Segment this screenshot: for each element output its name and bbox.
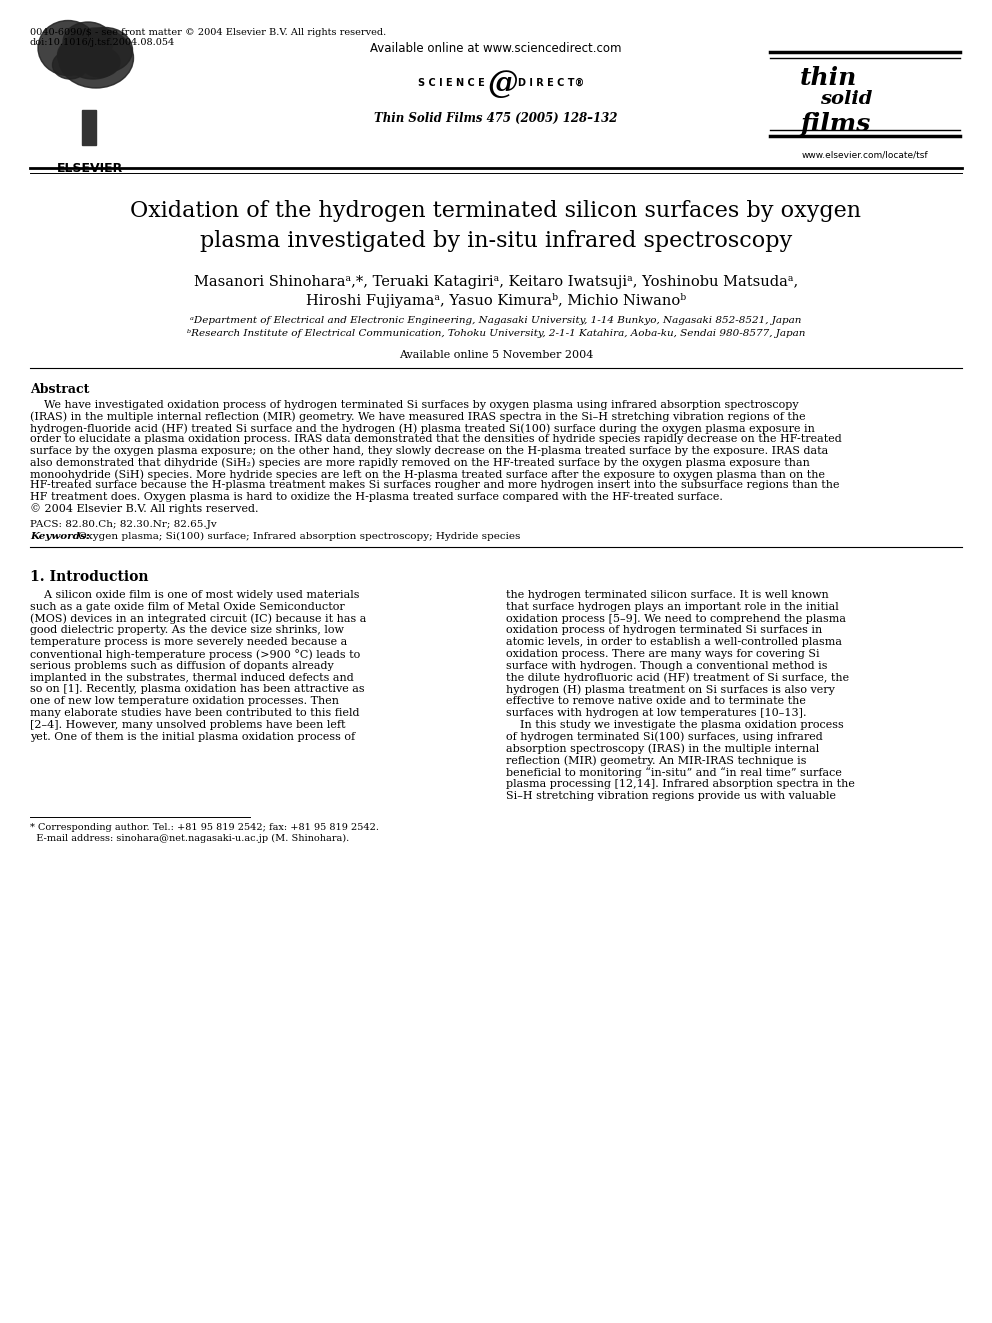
- Text: Si–H stretching vibration regions provide us with valuable: Si–H stretching vibration regions provid…: [506, 791, 836, 800]
- Text: D I R E C T®: D I R E C T®: [518, 78, 584, 89]
- Text: reflection (MIR) geometry. An MIR-IRAS technique is: reflection (MIR) geometry. An MIR-IRAS t…: [506, 755, 806, 766]
- Text: hydrogen (H) plasma treatment on Si surfaces is also very: hydrogen (H) plasma treatment on Si surf…: [506, 684, 835, 695]
- Ellipse shape: [58, 37, 102, 73]
- Text: Abstract: Abstract: [30, 382, 89, 396]
- Text: so on [1]. Recently, plasma oxidation has been attractive as: so on [1]. Recently, plasma oxidation ha…: [30, 684, 365, 695]
- Text: HF treatment does. Oxygen plasma is hard to oxidize the H-plasma treated surface: HF treatment does. Oxygen plasma is hard…: [30, 492, 723, 501]
- Text: S C I E N C E: S C I E N C E: [418, 78, 485, 89]
- Text: Keywords:: Keywords:: [30, 532, 89, 541]
- Text: E-mail address: sinohara@net.nagasaki-u.ac.jp (M. Shinohara).: E-mail address: sinohara@net.nagasaki-u.…: [30, 833, 349, 843]
- Text: hydrogen-fluoride acid (HF) treated Si surface and the hydrogen (H) plasma treat: hydrogen-fluoride acid (HF) treated Si s…: [30, 423, 814, 434]
- Ellipse shape: [59, 28, 134, 89]
- Text: [2–4]. However, many unsolved problems have been left: [2–4]. However, many unsolved problems h…: [30, 720, 345, 730]
- Text: Masanori Shinoharaᵃ,*, Teruaki Katagiriᵃ, Keitaro Iwatsujiᵃ, Yoshinobu Matsudaᵃ,: Masanori Shinoharaᵃ,*, Teruaki Katagiriᵃ…: [193, 275, 799, 288]
- Text: ᵃDepartment of Electrical and Electronic Engineering, Nagasaki University, 1-14 : ᵃDepartment of Electrical and Electronic…: [190, 316, 802, 325]
- Text: also demonstrated that dihydride (SiH₂) species are more rapidly removed on the : also demonstrated that dihydride (SiH₂) …: [30, 458, 809, 468]
- Text: (IRAS) in the multiple internal reflection (MIR) geometry. We have measured IRAS: (IRAS) in the multiple internal reflecti…: [30, 411, 806, 422]
- Text: that surface hydrogen plays an important role in the initial: that surface hydrogen plays an important…: [506, 602, 839, 611]
- Text: A silicon oxide film is one of most widely used materials: A silicon oxide film is one of most wide…: [30, 590, 359, 601]
- Text: Oxygen plasma; Si(100) surface; Infrared absorption spectroscopy; Hydride specie: Oxygen plasma; Si(100) surface; Infrared…: [75, 532, 521, 541]
- Text: HF-treated surface because the H-plasma treatment makes Si surfaces rougher and : HF-treated surface because the H-plasma …: [30, 480, 839, 491]
- Text: many elaborate studies have been contributed to this field: many elaborate studies have been contrib…: [30, 708, 359, 718]
- Text: 0040-6090/$ - see front matter © 2004 Elsevier B.V. All rights reserved.: 0040-6090/$ - see front matter © 2004 El…: [30, 28, 386, 37]
- Text: effective to remove native oxide and to terminate the: effective to remove native oxide and to …: [506, 696, 806, 706]
- Text: surface by the oxygen plasma exposure; on the other hand, they slowly decrease o: surface by the oxygen plasma exposure; o…: [30, 446, 828, 456]
- Text: thin: thin: [800, 66, 857, 90]
- Text: order to elucidate a plasma oxidation process. IRAS data demonstrated that the d: order to elucidate a plasma oxidation pr…: [30, 434, 842, 445]
- Text: Available online 5 November 2004: Available online 5 November 2004: [399, 351, 593, 360]
- Text: Thin Solid Films 475 (2005) 128–132: Thin Solid Films 475 (2005) 128–132: [374, 112, 618, 124]
- Text: monoohydride (SiH) species. More hydride species are left on the H-plasma treate: monoohydride (SiH) species. More hydride…: [30, 468, 825, 479]
- Ellipse shape: [63, 22, 113, 62]
- Text: temperature process is more severely needed because a: temperature process is more severely nee…: [30, 638, 347, 647]
- Text: such as a gate oxide film of Metal Oxide Semiconductor: such as a gate oxide film of Metal Oxide…: [30, 602, 345, 611]
- Text: doi:10.1016/j.tsf.2004.08.054: doi:10.1016/j.tsf.2004.08.054: [30, 38, 176, 48]
- Ellipse shape: [53, 52, 87, 79]
- Text: films: films: [800, 112, 870, 136]
- Ellipse shape: [72, 57, 114, 79]
- Text: oxidation process of hydrogen terminated Si surfaces in: oxidation process of hydrogen terminated…: [506, 626, 822, 635]
- Text: surface with hydrogen. Though a conventional method is: surface with hydrogen. Though a conventi…: [506, 660, 827, 671]
- Text: plasma processing [12,14]. Infrared absorption spectra in the: plasma processing [12,14]. Infrared abso…: [506, 779, 855, 789]
- Text: one of new low temperature oxidation processes. Then: one of new low temperature oxidation pro…: [30, 696, 339, 706]
- Text: (MOS) devices in an integrated circuit (IC) because it has a: (MOS) devices in an integrated circuit (…: [30, 614, 366, 624]
- Text: surfaces with hydrogen at low temperatures [10–13].: surfaces with hydrogen at low temperatur…: [506, 708, 806, 718]
- Ellipse shape: [77, 28, 133, 73]
- Text: good dielectric property. As the device size shrinks, low: good dielectric property. As the device …: [30, 626, 344, 635]
- Text: absorption spectroscopy (IRAS) in the multiple internal: absorption spectroscopy (IRAS) in the mu…: [506, 744, 819, 754]
- Text: Available online at www.sciencedirect.com: Available online at www.sciencedirect.co…: [370, 42, 622, 56]
- Text: of hydrogen terminated Si(100) surfaces, using infrared: of hydrogen terminated Si(100) surfaces,…: [506, 732, 822, 742]
- Text: We have investigated oxidation process of hydrogen terminated Si surfaces by oxy: We have investigated oxidation process o…: [30, 400, 799, 410]
- Text: * Corresponding author. Tel.: +81 95 819 2542; fax: +81 95 819 2542.: * Corresponding author. Tel.: +81 95 819…: [30, 823, 379, 832]
- Text: ELSEVIER: ELSEVIER: [57, 161, 123, 175]
- Text: Oxidation of the hydrogen terminated silicon surfaces by oxygen
plasma investiga: Oxidation of the hydrogen terminated sil…: [131, 200, 861, 253]
- Ellipse shape: [80, 48, 120, 77]
- Ellipse shape: [38, 20, 98, 75]
- Text: ᵇResearch Institute of Electrical Communication, Tohoku University, 2-1-1 Katahi: ᵇResearch Institute of Electrical Commun…: [186, 329, 806, 337]
- Text: @: @: [488, 67, 519, 99]
- Text: the dilute hydrofluoric acid (HF) treatment of Si surface, the: the dilute hydrofluoric acid (HF) treatm…: [506, 672, 849, 683]
- Text: conventional high-temperature process (>900 °C) leads to: conventional high-temperature process (>…: [30, 650, 360, 660]
- Text: 1. Introduction: 1. Introduction: [30, 570, 149, 583]
- Text: oxidation process. There are many ways for covering Si: oxidation process. There are many ways f…: [506, 650, 819, 659]
- Text: www.elsevier.com/locate/tsf: www.elsevier.com/locate/tsf: [802, 149, 929, 159]
- Text: beneficial to monitoring “in-situ” and “in real time” surface: beneficial to monitoring “in-situ” and “…: [506, 767, 842, 778]
- Text: atomic levels, in order to establish a well-controlled plasma: atomic levels, in order to establish a w…: [506, 638, 842, 647]
- Text: In this study we investigate the plasma oxidation process: In this study we investigate the plasma …: [506, 720, 844, 730]
- Text: oxidation process [5–9]. We need to comprehend the plasma: oxidation process [5–9]. We need to comp…: [506, 614, 846, 623]
- Text: Hiroshi Fujiyamaᵃ, Yasuo Kimuraᵇ, Michio Niwanoᵇ: Hiroshi Fujiyamaᵃ, Yasuo Kimuraᵇ, Michio…: [306, 292, 686, 308]
- Text: © 2004 Elsevier B.V. All rights reserved.: © 2004 Elsevier B.V. All rights reserved…: [30, 504, 259, 515]
- Text: PACS: 82.80.Ch; 82.30.Nr; 82.65.Jv: PACS: 82.80.Ch; 82.30.Nr; 82.65.Jv: [30, 520, 216, 529]
- Bar: [82, 110, 96, 146]
- Text: yet. One of them is the initial plasma oxidation process of: yet. One of them is the initial plasma o…: [30, 732, 355, 742]
- Text: the hydrogen terminated silicon surface. It is well known: the hydrogen terminated silicon surface.…: [506, 590, 828, 601]
- Text: implanted in the substrates, thermal induced defects and: implanted in the substrates, thermal ind…: [30, 672, 354, 683]
- Text: solid: solid: [820, 90, 872, 108]
- Text: serious problems such as diffusion of dopants already: serious problems such as diffusion of do…: [30, 660, 333, 671]
